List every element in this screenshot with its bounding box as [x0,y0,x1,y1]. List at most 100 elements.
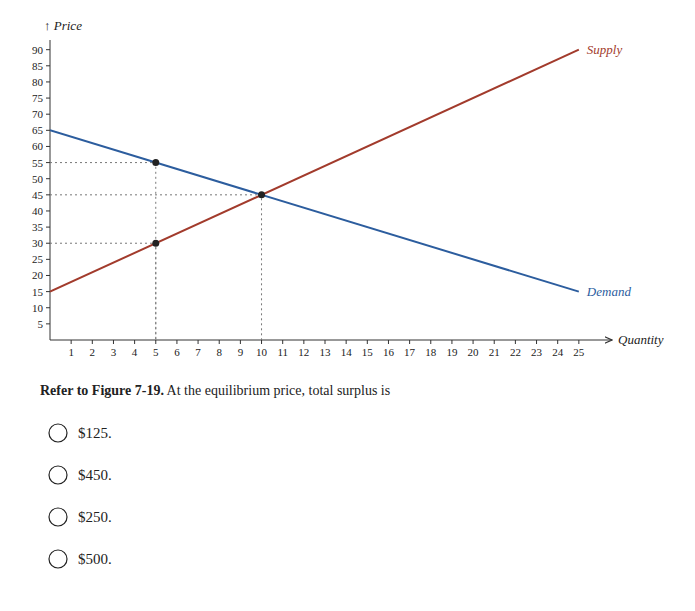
y-tick-label: 30 [32,237,44,249]
x-tick [71,340,72,344]
y-tick [46,259,50,260]
x-tick [473,340,474,344]
y-tick-label: 85 [32,60,44,72]
reference-line [50,243,156,340]
y-tick-label: 90 [32,44,44,56]
y-tick [46,194,50,195]
y-tick-label: 40 [32,205,44,217]
x-tick-label: 9 [238,346,244,358]
radio-circle [49,466,67,484]
x-tick-label: 23 [531,346,543,358]
y-tick [46,243,50,244]
reference-line [50,195,262,340]
dot [152,159,159,166]
x-tick [113,340,114,344]
y-tick-label: 5 [38,318,44,330]
x-tick [198,340,199,344]
x-tick [451,340,452,344]
x-tick-label: 25 [573,346,585,358]
x-tick [430,340,431,344]
y-axis [50,40,51,340]
y-axis-label: ↑ Price [44,18,82,33]
x-tick-label: 3 [111,346,117,358]
dot [258,191,265,198]
x-tick [240,340,241,344]
x-tick [388,340,389,344]
x-tick [557,340,558,344]
curve [50,130,579,291]
y-tick [46,178,50,179]
x-tick-label: 5 [153,346,159,358]
x-tick-label: 4 [132,346,138,358]
y-tick-label: 25 [32,253,44,265]
y-tick-label: 10 [32,302,44,314]
x-tick-label: 12 [298,346,309,358]
x-tick [367,340,368,344]
y-tick-label: 50 [32,173,44,185]
x-axis-label: Quantity [618,332,664,347]
x-tick [346,340,347,344]
y-tick [46,81,50,82]
y-tick-label: 80 [32,76,44,88]
x-tick-label: 10 [256,346,268,358]
y-tick-label: 45 [32,189,44,201]
x-tick-label: 15 [362,346,374,358]
y-tick-label: 20 [32,269,44,281]
y-tick [46,323,50,324]
dot [152,240,159,247]
radio-circle [49,508,67,526]
x-tick-label: 21 [489,346,500,358]
x-tick-label: 19 [446,346,458,358]
y-tick-label: 70 [32,108,44,120]
choice: $450. [78,467,112,483]
x-tick-label: 16 [383,346,395,358]
x-tick-label: 6 [174,346,180,358]
x-tick-label: 24 [552,346,564,358]
y-tick [46,307,50,308]
choice: $125. [78,425,112,441]
curve-label: Demand [586,284,632,299]
x-tick-label: 1 [68,346,74,358]
x-tick-label: 8 [216,346,222,358]
x-tick [515,340,516,344]
x-tick-label: 11 [277,346,288,358]
x-tick-label: 2 [90,346,96,358]
x-tick [325,340,326,344]
x-tick-label: 20 [468,346,480,358]
radio-circle [49,424,67,442]
plot-area [50,50,579,340]
y-tick [46,275,50,276]
y-tick [46,227,50,228]
choice: $250. [78,509,112,525]
x-tick [282,340,283,344]
y-tick [46,146,50,147]
question: Refer to Figure 7-19. At the equilibrium… [40,383,390,398]
y-tick [46,210,50,211]
y-tick-label: 75 [32,92,44,104]
x-tick [92,340,93,344]
x-tick [176,340,177,344]
y-tick [46,291,50,292]
x-tick [494,340,495,344]
y-tick-label: 35 [32,221,44,233]
x-tick [219,340,220,344]
x-tick-label: 13 [320,346,332,358]
y-tick [46,114,50,115]
choice: $500. [78,551,112,567]
y-tick [46,98,50,99]
question-bold: Refer to Figure 7-19. [40,383,164,398]
y-tick-label: 65 [32,124,44,136]
x-tick [261,340,262,344]
y-tick [46,130,50,131]
question-text: At the equilibrium price, total surplus … [164,383,390,398]
curve [50,50,579,292]
y-tick [46,49,50,50]
x-tick [536,340,537,344]
y-tick [46,162,50,163]
x-tick-label: 17 [404,346,416,358]
y-tick-label: 55 [32,157,44,169]
x-tick [303,340,304,344]
x-tick-label: 18 [425,346,437,358]
x-tick [155,340,156,344]
y-tick-label: 15 [32,286,44,298]
